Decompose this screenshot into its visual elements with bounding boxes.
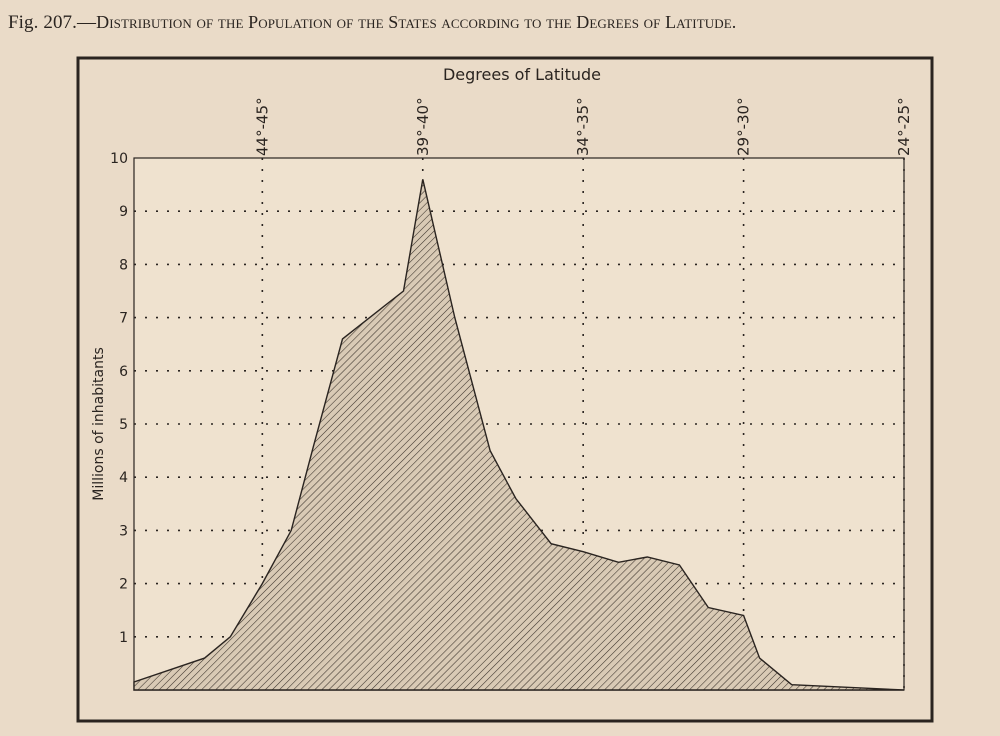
figure-number: Fig. 207.—: [8, 12, 97, 33]
figure-title: Distribution of the Population of the St…: [96, 12, 737, 32]
x-tick-labels: 44°-45° 39°-40° 34°-35° 29°-30° 24°-25°: [253, 97, 913, 156]
y-tick-label: 9: [119, 204, 128, 220]
y-axis-title: Millions of inhabitants: [91, 347, 107, 500]
y-tick-label: 3: [119, 523, 128, 539]
population-area: [133, 179, 905, 691]
y-tick-label: 10: [110, 151, 128, 167]
y-tick-label: 2: [119, 577, 128, 593]
figure-caption: Fig. 207.—Distribution of the Population…: [8, 12, 998, 34]
x-tick-label: 44°-45°: [253, 97, 271, 156]
y-tick-label: 5: [119, 417, 128, 433]
y-tick-label: 1: [119, 630, 128, 646]
x-axis-title: Degrees of Latitude: [443, 65, 601, 84]
y-tick-label: 8: [119, 257, 128, 273]
x-tick-label: 34°-35°: [574, 97, 592, 156]
outer-frame: [76, 56, 934, 723]
x-tick-label: 24°-25°: [895, 97, 913, 156]
y-tick-label: 4: [119, 470, 128, 486]
y-tick-labels: 1 2 3 4 5 6 7 8 9 10: [110, 151, 128, 646]
y-tick-label: 6: [119, 364, 128, 380]
y-tick-label: 7: [119, 311, 128, 327]
x-tick-label: 39°-40°: [414, 97, 432, 156]
x-tick-label: 29°-30°: [735, 97, 753, 156]
